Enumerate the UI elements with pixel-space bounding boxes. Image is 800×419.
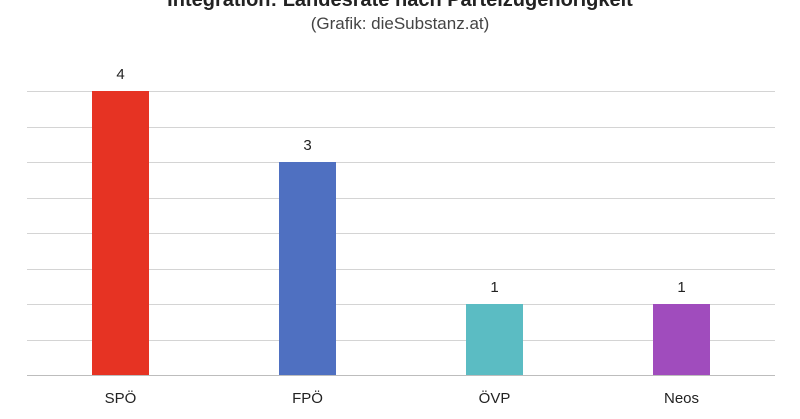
x-axis-ticks: SPÖ FPÖ ÖVP Neos — [105, 389, 699, 407]
bar-3 — [653, 304, 710, 375]
x-tick-label-2: ÖVP — [479, 389, 511, 407]
chart-title: Integration: Landesräte nach Parteizugeh… — [167, 0, 633, 11]
data-label-0: 4 — [116, 66, 124, 83]
bar-2 — [466, 304, 523, 375]
chart-subtitle: (Grafik: dieSubstanz.at) — [310, 14, 490, 33]
bars — [92, 91, 710, 375]
x-tick-label-1: FPÖ — [292, 389, 323, 407]
x-tick-label-0: SPÖ — [105, 389, 137, 407]
bar-0 — [92, 91, 149, 375]
data-label-2: 1 — [490, 279, 498, 296]
x-tick-label-3: Neos — [664, 390, 699, 407]
data-label-1: 3 — [303, 137, 311, 154]
bar-1 — [279, 162, 336, 375]
data-label-3: 1 — [677, 279, 685, 296]
data-labels: 4 3 1 1 — [116, 66, 685, 296]
gridlines — [27, 91, 775, 376]
